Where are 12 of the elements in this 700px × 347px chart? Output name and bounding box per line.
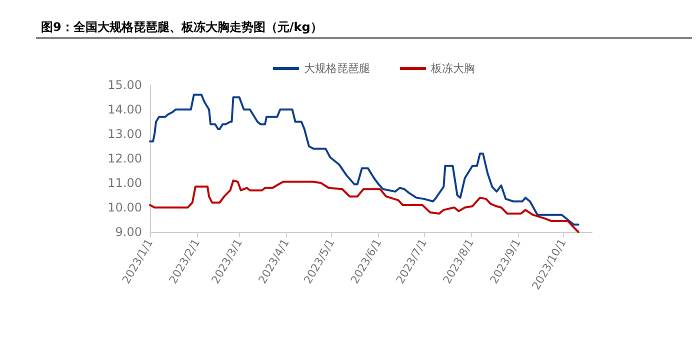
- y-tick-label: 10.00: [108, 200, 142, 214]
- y-tick-label: 12.00: [108, 152, 142, 166]
- y-tick-label: 11.00: [108, 176, 142, 190]
- line-series: [149, 180, 580, 233]
- y-tick-label: 14.00: [108, 102, 142, 116]
- y-tick-label: 13.00: [108, 127, 142, 141]
- y-tick-label: 9.00: [115, 225, 142, 239]
- legend-label: 大规格琵琶腿: [304, 62, 370, 75]
- chart-title: 图9：全国大规格琵琶腿、板冻大胸走势图（元/kg）: [41, 20, 322, 34]
- y-tick-label: 15.00: [108, 78, 142, 92]
- legend-label: 板冻大胸: [430, 62, 475, 75]
- line-series: [149, 94, 580, 226]
